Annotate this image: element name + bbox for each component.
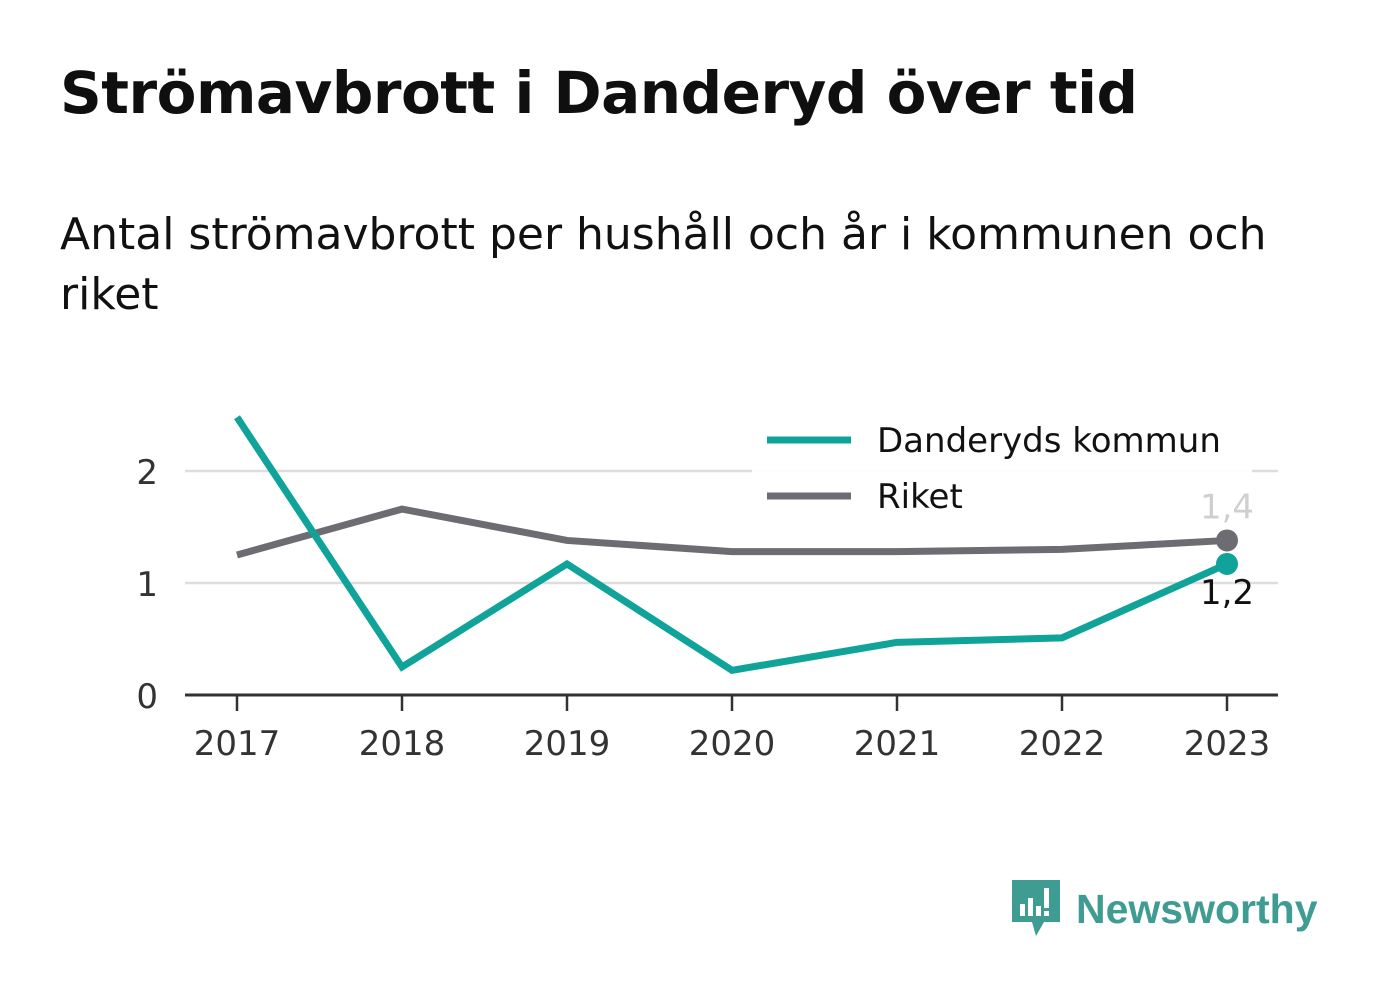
series-lines <box>234 415 1229 675</box>
series-line-riket <box>236 505 1228 559</box>
end-label-riket: 1,4 <box>1200 487 1254 527</box>
chart-title: Strömavbrott i Danderyd över tid <box>60 59 1138 127</box>
x-tick-label: 2020 <box>689 724 776 764</box>
end-labels: 1,4 1,2 <box>1200 487 1254 613</box>
legend-label: Danderyds kommun <box>877 421 1221 461</box>
series-line-danderyd <box>234 415 1229 675</box>
brand-name: Newsworthy <box>1076 885 1318 932</box>
x-tick-label: 2023 <box>1184 724 1271 764</box>
x-tick-label: 2017 <box>194 724 281 764</box>
x-tick-label: 2021 <box>854 724 941 764</box>
end-marker-danderyd <box>1216 552 1238 575</box>
chart-subtitle: Antal strömavbrott per hushåll och år i … <box>60 209 1267 320</box>
x-tick-label: 2022 <box>1019 724 1106 764</box>
end-marker-riket <box>1216 529 1238 552</box>
legend: Danderyds kommun Riket <box>752 410 1252 525</box>
newsworthy-brand: Newsworthy <box>1010 878 1318 940</box>
legend-background <box>752 410 1252 525</box>
newsworthy-logo-icon <box>1012 880 1060 936</box>
axes: 0 1 2 2017 2018 2019 2020 2021 2022 2023 <box>136 453 1278 764</box>
y-tick-label: 1 <box>136 565 158 605</box>
legend-label: Riket <box>877 477 963 517</box>
y-tick-label: 2 <box>136 453 158 493</box>
x-tick-label: 2018 <box>359 724 446 764</box>
x-tick-label: 2019 <box>524 724 611 764</box>
y-tick-label: 0 <box>136 677 158 717</box>
end-label-danderyd: 1,2 <box>1200 573 1254 613</box>
